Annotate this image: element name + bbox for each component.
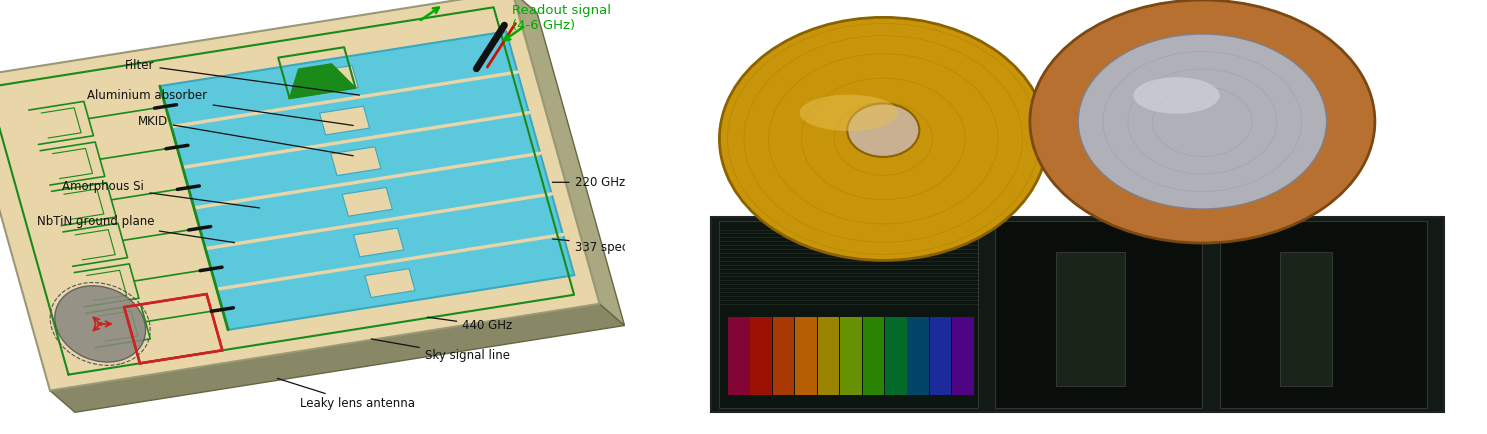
Polygon shape: [342, 187, 393, 216]
Polygon shape: [0, 0, 599, 391]
Bar: [818, 317, 839, 395]
Text: Leaky lens antenna: Leaky lens antenna: [278, 378, 415, 410]
Polygon shape: [51, 304, 625, 412]
Polygon shape: [364, 269, 415, 297]
Polygon shape: [290, 64, 355, 98]
Bar: [907, 317, 929, 395]
Text: Filter: Filter: [125, 59, 360, 95]
Ellipse shape: [720, 17, 1047, 260]
Ellipse shape: [55, 286, 146, 362]
Text: MKID: MKID: [137, 115, 354, 156]
Text: 440 GHz: 440 GHz: [427, 317, 513, 332]
Bar: [729, 317, 749, 395]
Polygon shape: [161, 31, 574, 330]
Text: NbTiN ground plane: NbTiN ground plane: [37, 215, 235, 243]
Polygon shape: [354, 228, 403, 257]
Bar: [929, 317, 952, 395]
Text: 220 GHz: 220 GHz: [552, 176, 625, 189]
Bar: [952, 317, 974, 395]
Bar: [711, 217, 1444, 412]
Bar: [995, 221, 1203, 408]
Text: Amorphous Si: Amorphous Si: [62, 180, 260, 208]
Bar: [840, 317, 862, 395]
Polygon shape: [320, 106, 370, 135]
Bar: [1219, 221, 1426, 408]
Bar: [885, 317, 907, 395]
Text: Aluminium absorber: Aluminium absorber: [88, 89, 354, 125]
Text: 337 spectral channels: 337 spectral channels: [552, 239, 705, 254]
Ellipse shape: [1133, 77, 1219, 114]
Ellipse shape: [711, 295, 1401, 330]
Text: Sky signal line: Sky signal line: [372, 339, 510, 362]
Bar: [751, 317, 772, 395]
Bar: [773, 317, 794, 395]
Bar: [1280, 252, 1332, 386]
Ellipse shape: [1078, 34, 1326, 209]
Polygon shape: [512, 0, 625, 326]
Ellipse shape: [800, 95, 898, 131]
Ellipse shape: [1030, 0, 1375, 243]
Bar: [720, 221, 978, 408]
Polygon shape: [332, 147, 381, 176]
Polygon shape: [308, 66, 358, 94]
Bar: [862, 317, 885, 395]
Ellipse shape: [848, 103, 919, 157]
Bar: [796, 317, 816, 395]
Bar: [1056, 252, 1124, 386]
Text: Readout signal
(4-6 GHz): Readout signal (4-6 GHz): [512, 4, 611, 33]
